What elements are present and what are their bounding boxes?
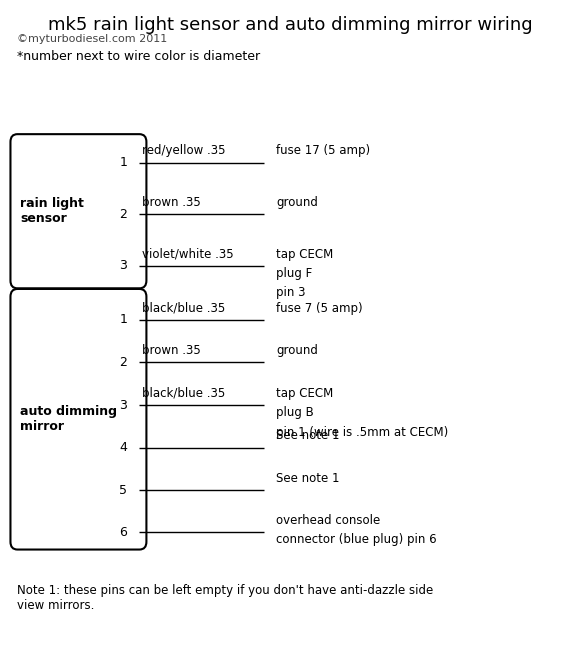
Text: 4: 4 [119, 441, 127, 454]
Text: See note 1: See note 1 [276, 430, 339, 442]
Text: 1: 1 [119, 156, 127, 169]
Text: Note 1: these pins can be left empty if you don't have anti-dazzle side
view mir: Note 1: these pins can be left empty if … [17, 584, 433, 611]
Text: black/blue .35: black/blue .35 [142, 302, 225, 315]
Text: connector (blue plug) pin 6: connector (blue plug) pin 6 [276, 533, 436, 546]
Text: 3: 3 [119, 259, 127, 272]
Text: plug B: plug B [276, 406, 314, 419]
Text: *number next to wire color is diameter: *number next to wire color is diameter [17, 50, 260, 63]
Text: ©myturbodiesel.com 2011: ©myturbodiesel.com 2011 [17, 34, 168, 44]
Text: ground: ground [276, 344, 318, 357]
Text: 2: 2 [119, 356, 127, 369]
Text: tap CECM: tap CECM [276, 248, 333, 261]
Text: See note 1: See note 1 [276, 472, 339, 485]
Text: ground: ground [276, 196, 318, 209]
FancyBboxPatch shape [10, 134, 146, 288]
Text: fuse 17 (5 amp): fuse 17 (5 amp) [276, 144, 370, 157]
Text: fuse 7 (5 amp): fuse 7 (5 amp) [276, 302, 363, 315]
Text: overhead console: overhead console [276, 514, 380, 527]
Text: mk5 rain light sensor and auto dimming mirror wiring: mk5 rain light sensor and auto dimming m… [48, 16, 533, 34]
Text: 1: 1 [119, 313, 127, 326]
Text: plug F: plug F [276, 267, 312, 280]
Text: rain light
sensor: rain light sensor [20, 197, 84, 225]
Text: 3: 3 [119, 399, 127, 412]
Text: violet/white .35: violet/white .35 [142, 248, 234, 261]
Text: pin 1 (wire is .5mm at CECM): pin 1 (wire is .5mm at CECM) [276, 426, 448, 439]
Text: 6: 6 [119, 526, 127, 539]
Text: brown .35: brown .35 [142, 196, 201, 209]
FancyBboxPatch shape [10, 289, 146, 550]
Text: 5: 5 [119, 484, 127, 497]
Text: tap CECM: tap CECM [276, 387, 333, 400]
Text: auto dimming
mirror: auto dimming mirror [20, 405, 117, 433]
Text: red/yellow .35: red/yellow .35 [142, 144, 226, 157]
Text: pin 3: pin 3 [276, 286, 306, 299]
Text: brown .35: brown .35 [142, 344, 201, 357]
Text: 2: 2 [119, 208, 127, 221]
Text: black/blue .35: black/blue .35 [142, 387, 225, 400]
